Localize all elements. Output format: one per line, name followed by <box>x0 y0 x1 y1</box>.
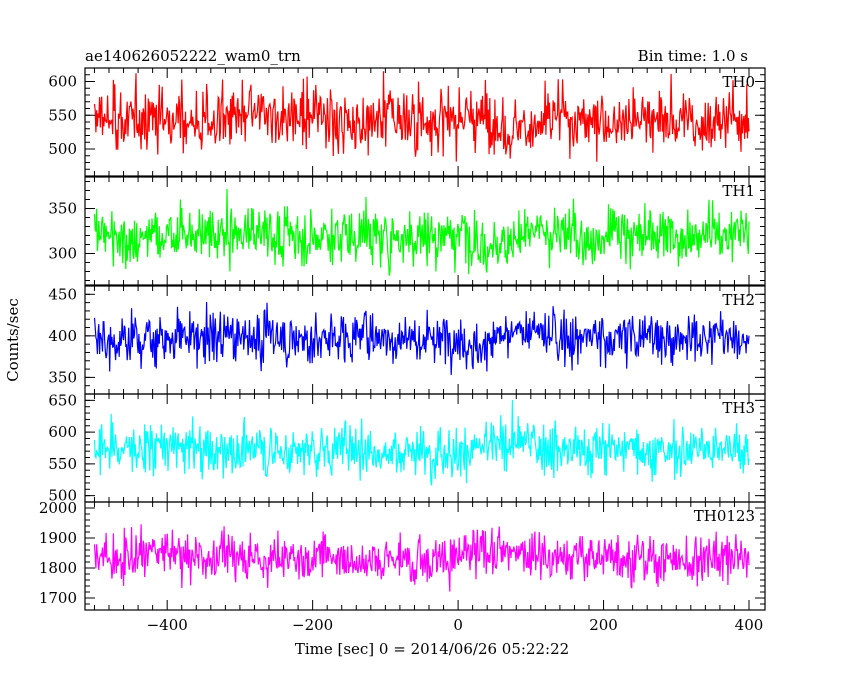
y-tick-label: 550 <box>48 106 77 124</box>
bin-time-label: Bin time: 1.0 s <box>638 47 748 65</box>
y-tick-label: 500 <box>48 487 77 505</box>
series-label-TH3: TH3 <box>722 399 755 417</box>
y-tick-label: 2000 <box>39 499 77 517</box>
panels-group: TH0 500 550 600 TH1 300 350 TH2 350 400 450 TH3 500 5… <box>39 67 766 634</box>
y-tick-label: 1800 <box>39 559 77 577</box>
y-tick-label: 1900 <box>39 529 77 547</box>
y-tick-label: 300 <box>48 245 77 263</box>
series-line-TH1 <box>93 188 750 276</box>
series-line-TH0123 <box>93 524 750 592</box>
y-tick-label: 600 <box>48 73 77 91</box>
series-line-TH3 <box>93 399 750 486</box>
y-tick-label: 500 <box>48 140 77 158</box>
y-tick-label: 600 <box>48 423 77 441</box>
y-tick-label: 400 <box>48 327 77 345</box>
y-tick-label: 350 <box>48 368 77 386</box>
y-tick-label: 550 <box>48 455 77 473</box>
x-tick-label: −200 <box>292 616 333 634</box>
y-axis-label: Counts/sec <box>4 298 22 382</box>
chart-title: ae140626052222_wam0_trn <box>85 47 301 65</box>
x-tick-label: 200 <box>589 616 618 634</box>
x-tick-label: 400 <box>735 616 764 634</box>
series-label-TH0123: TH0123 <box>694 507 755 525</box>
y-tick-label: 1700 <box>39 589 77 607</box>
series-line-TH2 <box>93 301 750 376</box>
series-label-TH0: TH0 <box>722 73 755 91</box>
x-axis-label: Time [sec] 0 = 2014/06/26 05:22:22 <box>295 640 569 658</box>
y-tick-label: 650 <box>48 391 77 409</box>
y-tick-label: 350 <box>48 200 77 218</box>
panel-frame-TH1 <box>84 176 766 286</box>
series-line-TH0 <box>93 71 750 162</box>
x-tick-label: 0 <box>453 616 463 634</box>
x-tick-label: −400 <box>147 616 188 634</box>
series-label-TH2: TH2 <box>722 291 755 309</box>
y-tick-label: 450 <box>48 285 77 303</box>
series-label-TH1: TH1 <box>722 182 755 200</box>
